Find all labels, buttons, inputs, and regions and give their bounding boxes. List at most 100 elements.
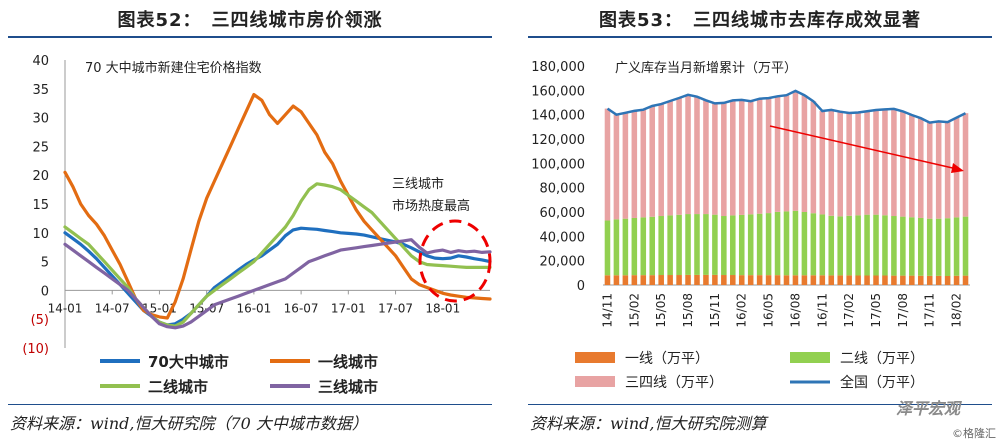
bar-segment-tier2 <box>873 214 879 276</box>
bar-segment-tier34 <box>900 111 906 217</box>
bar-segment-tier1 <box>953 275 960 285</box>
bar-segment-tier1 <box>846 275 852 285</box>
series-line-三线城市 <box>63 238 492 330</box>
bar-segment-tier34 <box>622 112 629 219</box>
y-tick-label: 20 <box>32 169 49 184</box>
bar-segment-tier34 <box>667 101 673 216</box>
y-tick-label: 5 <box>41 256 49 271</box>
bar-segment-tier2 <box>909 217 915 276</box>
bar-segment-tier34 <box>855 112 861 216</box>
bar-segment-tier34 <box>846 112 852 216</box>
y-tick-label: 35 <box>32 83 49 98</box>
bar-segment-tier1 <box>917 275 924 285</box>
bar-segment-tier2 <box>882 215 888 276</box>
bar-segment-tier2 <box>756 213 763 276</box>
bar-segment-tier2 <box>792 210 799 276</box>
bar-segment-tier1 <box>604 275 611 285</box>
bar-segment-tier1 <box>667 275 673 285</box>
legend-label: 一线（万平） <box>625 351 709 367</box>
bar-segment-tier1 <box>712 274 718 285</box>
bar-segment-tier1 <box>828 275 835 285</box>
bar-segment-tier34 <box>819 111 826 215</box>
bar-segment-tier1 <box>873 275 879 285</box>
bar-segment-tier2 <box>694 214 700 275</box>
annotation-text: 市场热度最高 <box>392 198 470 214</box>
watermark-logo: 泽平宏观 <box>895 399 960 418</box>
x-tick-label: 14-01 <box>48 301 83 315</box>
bar-segment-tier34 <box>712 103 718 215</box>
bar-segment-tier34 <box>962 113 969 217</box>
legend-swatch <box>790 352 830 363</box>
x-tick-label: 17/02 <box>842 293 856 328</box>
x-tick-label: 16/08 <box>788 293 802 328</box>
bar-segment-tier1 <box>792 275 799 285</box>
bar-segment-tier2 <box>846 215 852 276</box>
bar-segment-tier2 <box>810 213 817 276</box>
bar-segment-tier1 <box>864 275 870 285</box>
bar-segment-tier1 <box>613 275 620 285</box>
y-tick-label: 180,000 <box>531 60 585 75</box>
bar-segment-tier2 <box>640 217 647 276</box>
bar-segment-tier2 <box>712 214 718 275</box>
bar-segment-tier1 <box>622 275 629 285</box>
x-tick-label: 17-07 <box>378 301 413 315</box>
bar-segment-tier34 <box>640 109 647 218</box>
bar-segment-tier2 <box>622 218 629 276</box>
bar-segment-tier2 <box>944 218 951 276</box>
y-tick-label: 10 <box>32 227 49 242</box>
bar-segment-tier2 <box>765 213 772 276</box>
bar-segment-tier34 <box>756 98 763 214</box>
y-tick-label: (5) <box>31 313 49 328</box>
bar-segment-tier34 <box>649 106 656 217</box>
bar-segment-tier1 <box>819 275 826 285</box>
bar-segment-tier2 <box>721 216 727 276</box>
bar-segment-tier34 <box>658 104 664 217</box>
bottom-divider <box>528 404 992 405</box>
bar-segment-tier2 <box>730 215 736 276</box>
series-line-national <box>606 89 967 124</box>
chart-title: 图表53： 三四线城市去库存成效显著 <box>598 10 922 31</box>
bar-segment-tier34 <box>926 122 933 219</box>
y-tick-label: 0 <box>577 279 585 294</box>
left-chart-panel: 图表52： 三四线城市房价领涨 40 35 30 25 20 15 10 5 0 (5) (10) 1… <box>8 10 492 433</box>
bar-segment-tier2 <box>738 214 745 276</box>
y-tick-label: 25 <box>32 140 49 155</box>
bar-segment-tier34 <box>828 109 835 216</box>
source-note: 资料来源：wind,恒大研究院测算 <box>530 414 767 433</box>
bar-segment-tier1 <box>962 275 969 285</box>
bar-segment-tier1 <box>756 275 763 285</box>
bar-segment-tier34 <box>944 122 951 219</box>
bar-segment-tier2 <box>855 215 861 276</box>
bar-segment-tier34 <box>604 108 611 221</box>
bar-segment-tier1 <box>891 275 897 285</box>
legend-label: 全国（万平） <box>840 374 924 391</box>
chart-inner-title: 广义库存当月新增累计（万平） <box>615 60 797 76</box>
bar-segment-tier2 <box>926 218 933 276</box>
bar-segment-tier34 <box>909 115 915 218</box>
bar-segment-tier34 <box>891 108 897 217</box>
bar-segment-tier34 <box>783 95 790 212</box>
bar-segment-tier1 <box>685 274 691 285</box>
legend-label: 三四线（万平） <box>625 375 723 391</box>
bar-segment-tier34 <box>676 97 682 215</box>
bar-segment-tier2 <box>962 216 969 276</box>
x-tick-label: 17/05 <box>869 293 883 328</box>
bar-segment-tier1 <box>676 275 682 285</box>
bar-segment-tier34 <box>810 101 817 214</box>
bar-segment-tier2 <box>819 214 826 276</box>
bar-segment-tier34 <box>801 95 808 212</box>
bar-segment-tier1 <box>944 275 951 285</box>
inventory-stacked-bar-chart: 180,000 160,000 140,000 120,000 100,000 80,00… <box>531 60 970 391</box>
legend-swatch <box>575 352 615 363</box>
bar-segment-tier34 <box>730 100 736 216</box>
bar-segment-tier2 <box>801 212 808 276</box>
title-divider <box>528 36 992 38</box>
trend-arrow-line <box>769 125 958 170</box>
legend-label: 一线城市 <box>318 353 378 371</box>
x-tick-label: 16-01 <box>236 301 271 315</box>
bar-segment-tier2 <box>667 215 673 276</box>
bar-segment-tier2 <box>953 217 960 276</box>
bar-segment-tier34 <box>917 118 924 218</box>
y-tick-label: 30 <box>32 112 49 127</box>
bar-segment-tier34 <box>703 100 709 215</box>
